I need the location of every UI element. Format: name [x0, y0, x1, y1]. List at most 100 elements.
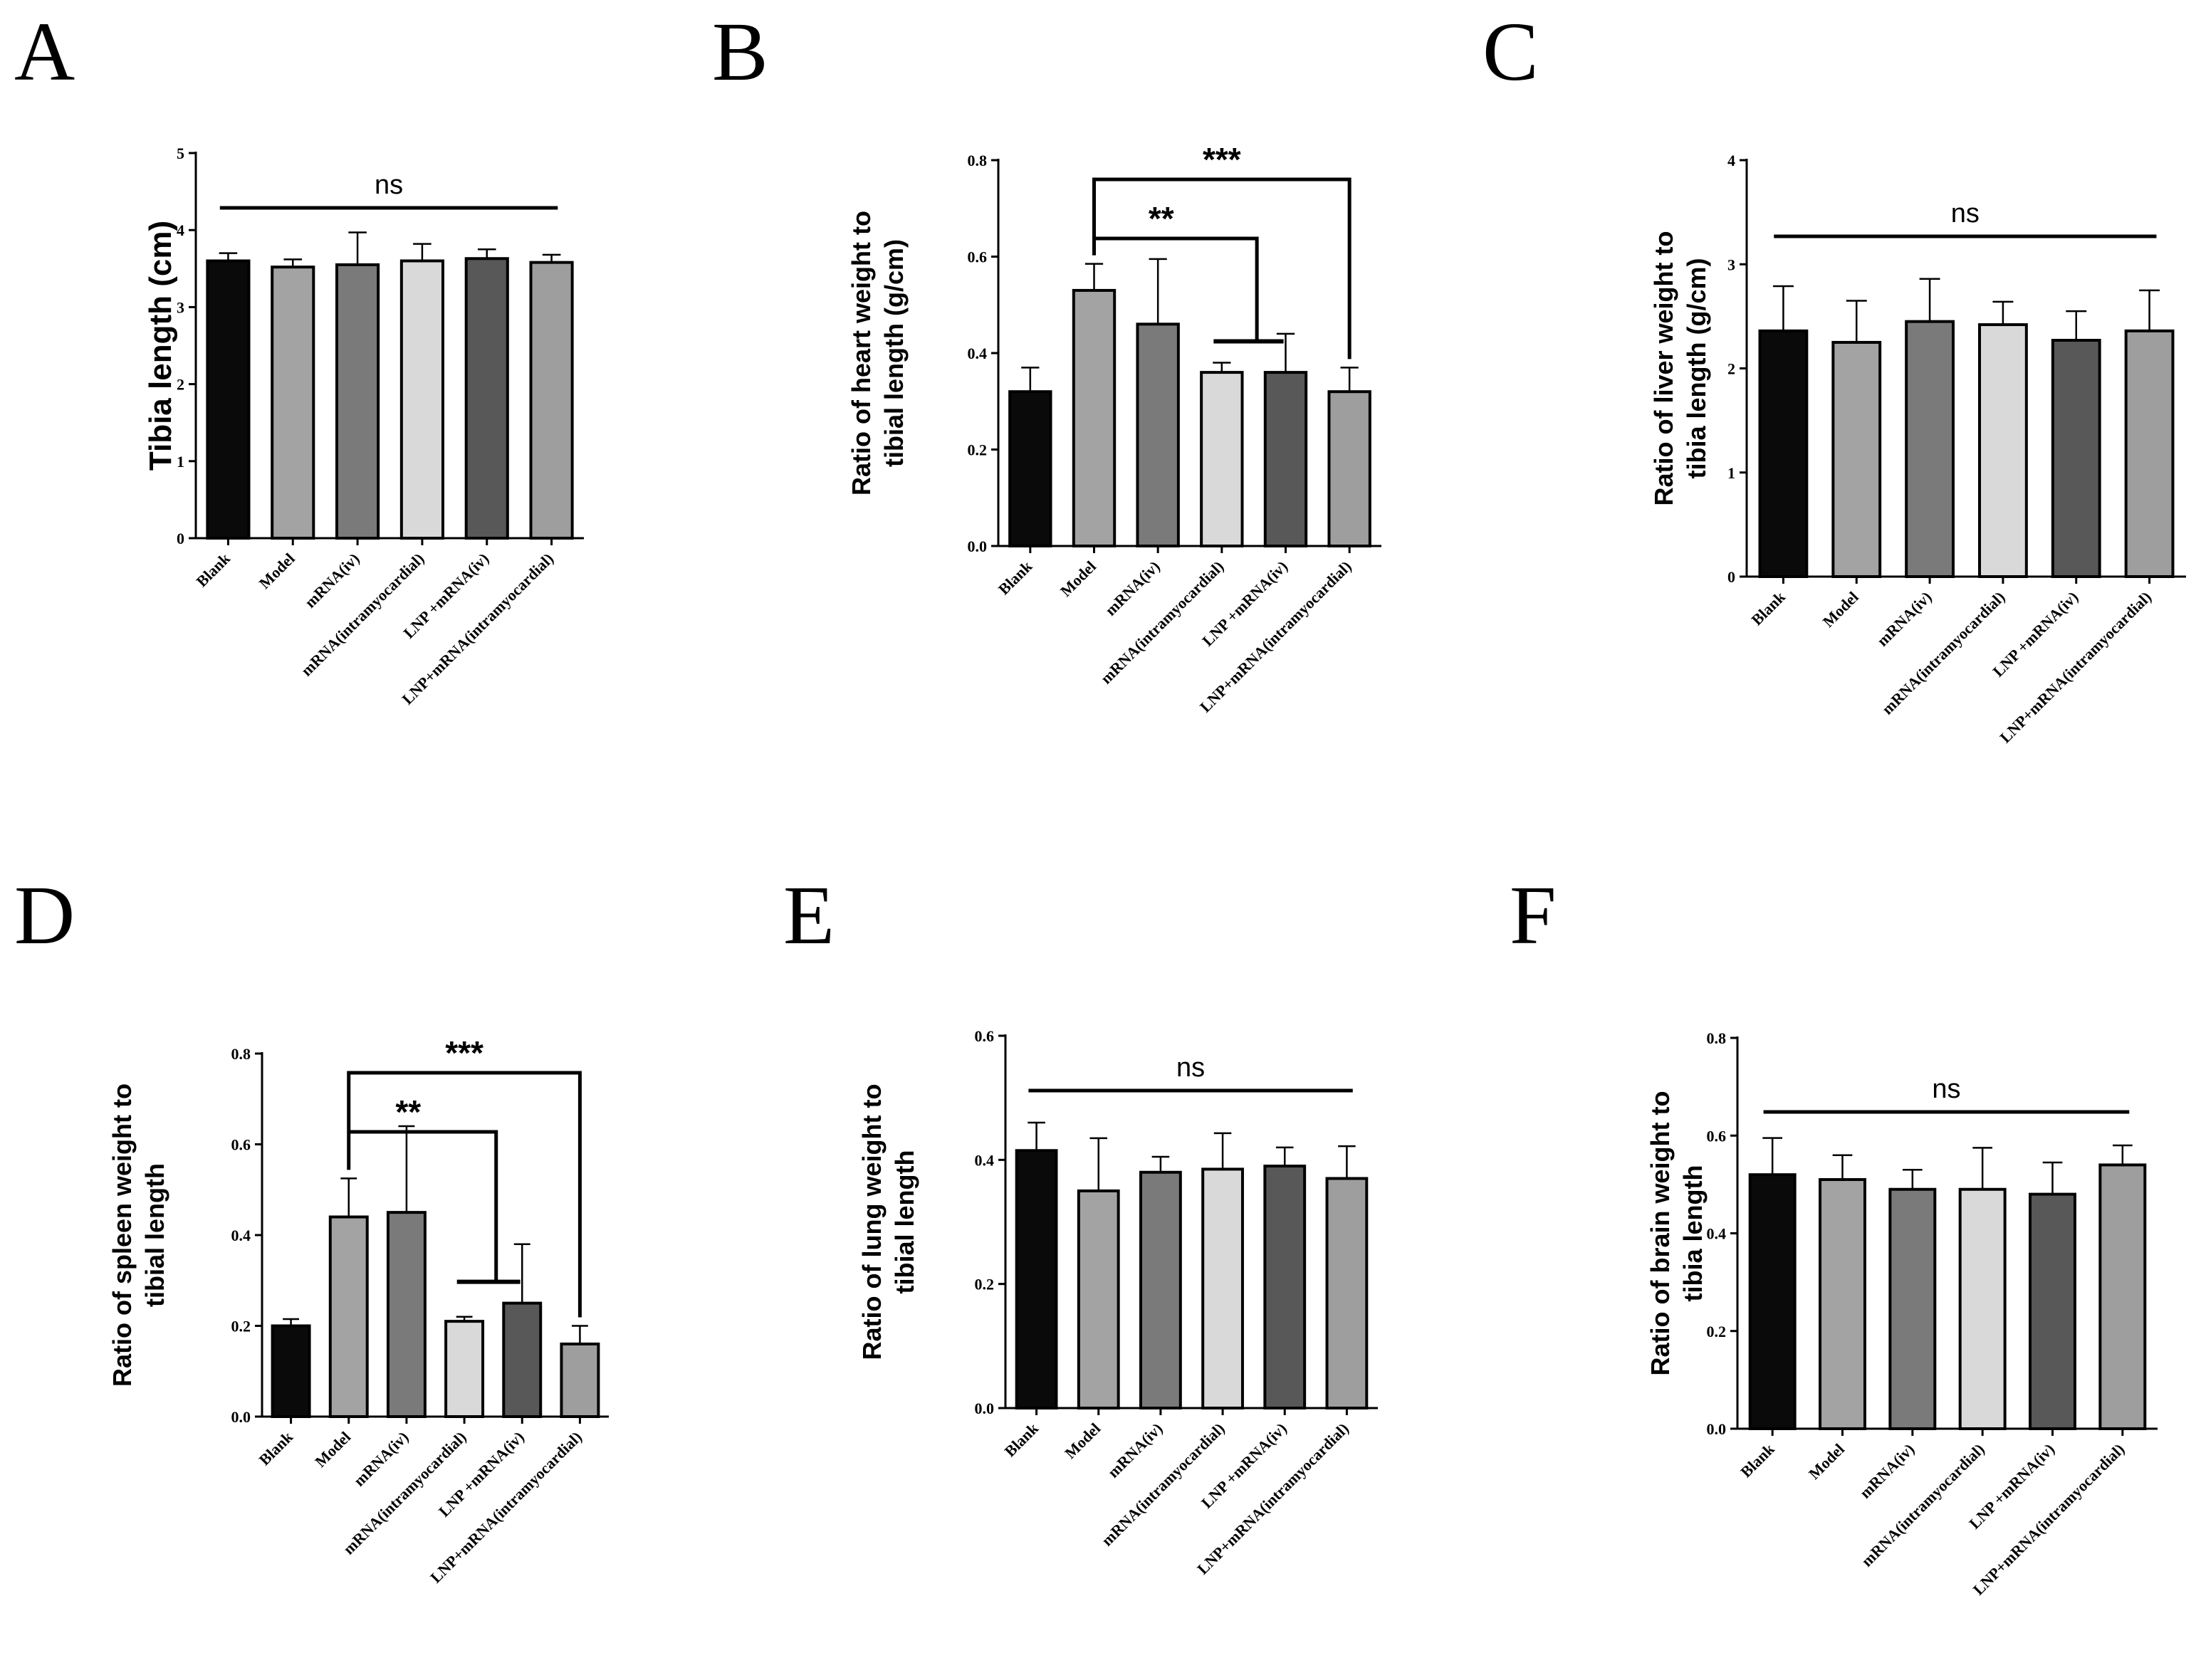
bar [1325, 1177, 1369, 1409]
x-tick-label: mRNA(intramyocardial) [298, 550, 428, 680]
x-tick-label: mRNA(iv) [1856, 1440, 1918, 1502]
panel-letter: D [14, 868, 75, 962]
x-tick-label: Model [1061, 1419, 1104, 1462]
y-axis-label: Tibia length (cm) [143, 221, 178, 471]
bar [1748, 1173, 1797, 1431]
panel-letter: F [1510, 868, 1557, 962]
y-axis-label: tibial length [890, 1150, 919, 1294]
bar [1819, 1178, 1866, 1430]
y-axis-label: Ratio of lung weight to [857, 1084, 887, 1360]
y-tick-label: 0.6 [231, 1136, 251, 1154]
y-tick-label: 3 [177, 298, 184, 316]
y-axis-label: tibial length [140, 1163, 169, 1307]
x-tick-label: mRNA(iv) [350, 1428, 412, 1490]
x-tick-label: mRNA(iv) [1104, 1419, 1166, 1481]
y-tick-label: 0.8 [231, 1045, 251, 1063]
bar [1200, 371, 1244, 547]
y-tick-label: 0.4 [1707, 1225, 1727, 1243]
x-tick-label: mRNA(intramyocardial) [1878, 588, 2009, 718]
bar [1958, 1187, 2007, 1431]
significance-stars: *** [445, 1034, 483, 1071]
x-tick-label: Blank [1001, 1419, 1042, 1460]
panel-letter: B [712, 5, 768, 98]
y-tick-label: 0.0 [968, 537, 988, 555]
bar [271, 266, 315, 540]
x-tick-label: Model [1805, 1440, 1848, 1483]
panel-c: C Ratio of liver weight to tibia length (g… [1483, 5, 2186, 747]
bar [1263, 1165, 1307, 1410]
y-tick-label: 4 [177, 221, 184, 239]
significance-stars: *** [1203, 141, 1241, 178]
x-tick-label: Blank [192, 549, 234, 590]
y-axis-label: tibia length (g/cm) [1682, 258, 1711, 479]
bar [2124, 329, 2175, 578]
y-tick-label: 0.6 [1707, 1127, 1727, 1145]
x-tick-label: mRNA(intramyocardial) [1858, 1440, 1988, 1570]
x-tick-label: Model [1819, 588, 1862, 631]
y-axis-label: tibia length [1678, 1165, 1708, 1302]
panel-e: E Ratio of lung weight to tibial length 0.0… [783, 868, 1378, 1578]
bar [1978, 323, 2028, 578]
y-tick-label: 2 [1727, 360, 1735, 378]
bar [2051, 339, 2101, 578]
significance-bracket [347, 1071, 582, 1318]
significance-stars: ** [1149, 200, 1174, 237]
y-tick-label: 0.0 [1707, 1420, 1727, 1438]
bar [444, 1320, 485, 1418]
ns-label: ns [1951, 199, 1980, 229]
panel-letter: C [1483, 5, 1539, 98]
y-tick-label: 0.4 [968, 345, 988, 362]
significance-bracket [1092, 177, 1351, 359]
ns-label: ns [1932, 1074, 1960, 1104]
panel-d: D Ratio of spleen weight to tibial length 0… [14, 868, 609, 1587]
x-tick-label: mRNA(iv) [1873, 588, 1935, 650]
y-axis-label: Ratio of liver weight to [1649, 231, 1678, 505]
panel-letter: A [14, 5, 75, 98]
y-tick-label: 0.0 [975, 1400, 995, 1417]
y-tick-label: 0.0 [231, 1408, 251, 1426]
bar [1136, 322, 1180, 547]
ns-label: ns [1176, 1053, 1205, 1083]
significance-bracket [1094, 236, 1259, 342]
x-tick-label: mRNA(intramyocardial) [1098, 1419, 1228, 1550]
bar [560, 1343, 600, 1418]
x-tick-label: Model [1057, 557, 1099, 600]
bar [1888, 1187, 1937, 1431]
x-tick-label: Model [311, 1428, 354, 1471]
y-axis-label: Ratio of heart weight to [847, 211, 876, 495]
y-tick-label: 0.2 [231, 1318, 251, 1335]
x-tick-label: Blank [256, 1427, 297, 1469]
bar [386, 1211, 427, 1418]
x-tick-label: Model [256, 550, 298, 592]
bar [1139, 1170, 1182, 1410]
x-tick-label: LNP+mRNA(intramyocardial) [1970, 1440, 2128, 1599]
panel-a: A Tibia length (cm) 0 1 2 3 4 5 Blank Model mRNA(i… [14, 5, 584, 708]
y-tick-label: 3 [1727, 256, 1735, 273]
bar [1905, 320, 1955, 578]
bar [271, 1324, 311, 1418]
bar [206, 259, 251, 540]
y-tick-label: 0.4 [975, 1151, 995, 1169]
bar [1015, 1149, 1058, 1409]
y-tick-label: 2 [177, 376, 184, 394]
y-axis-label: tibial length (g/cm) [879, 239, 909, 467]
bar [529, 261, 574, 540]
y-axis-label: Ratio of spleen weight to [108, 1083, 137, 1387]
y-tick-label: 0.6 [968, 248, 988, 266]
y-tick-label: 0.2 [1707, 1323, 1727, 1340]
bar [2098, 1163, 2147, 1431]
panel-f: F Ratio of brain weight to tibia length 0.0… [1510, 868, 2158, 1599]
bar [328, 1215, 369, 1418]
significance-stars: ** [395, 1093, 421, 1130]
y-axis-label: Ratio of brain weight to [1646, 1091, 1675, 1376]
y-tick-label: 0 [177, 530, 184, 547]
y-tick-label: 0.2 [968, 441, 988, 459]
panel-b: B Ratio of heart weight to tibial length (… [712, 5, 1381, 716]
bar [1008, 390, 1052, 548]
bar [1201, 1167, 1244, 1409]
bar [1758, 329, 1809, 578]
x-tick-label: Blank [1747, 587, 1789, 629]
bar [1327, 390, 1371, 548]
x-tick-label: Blank [1737, 1439, 1778, 1481]
